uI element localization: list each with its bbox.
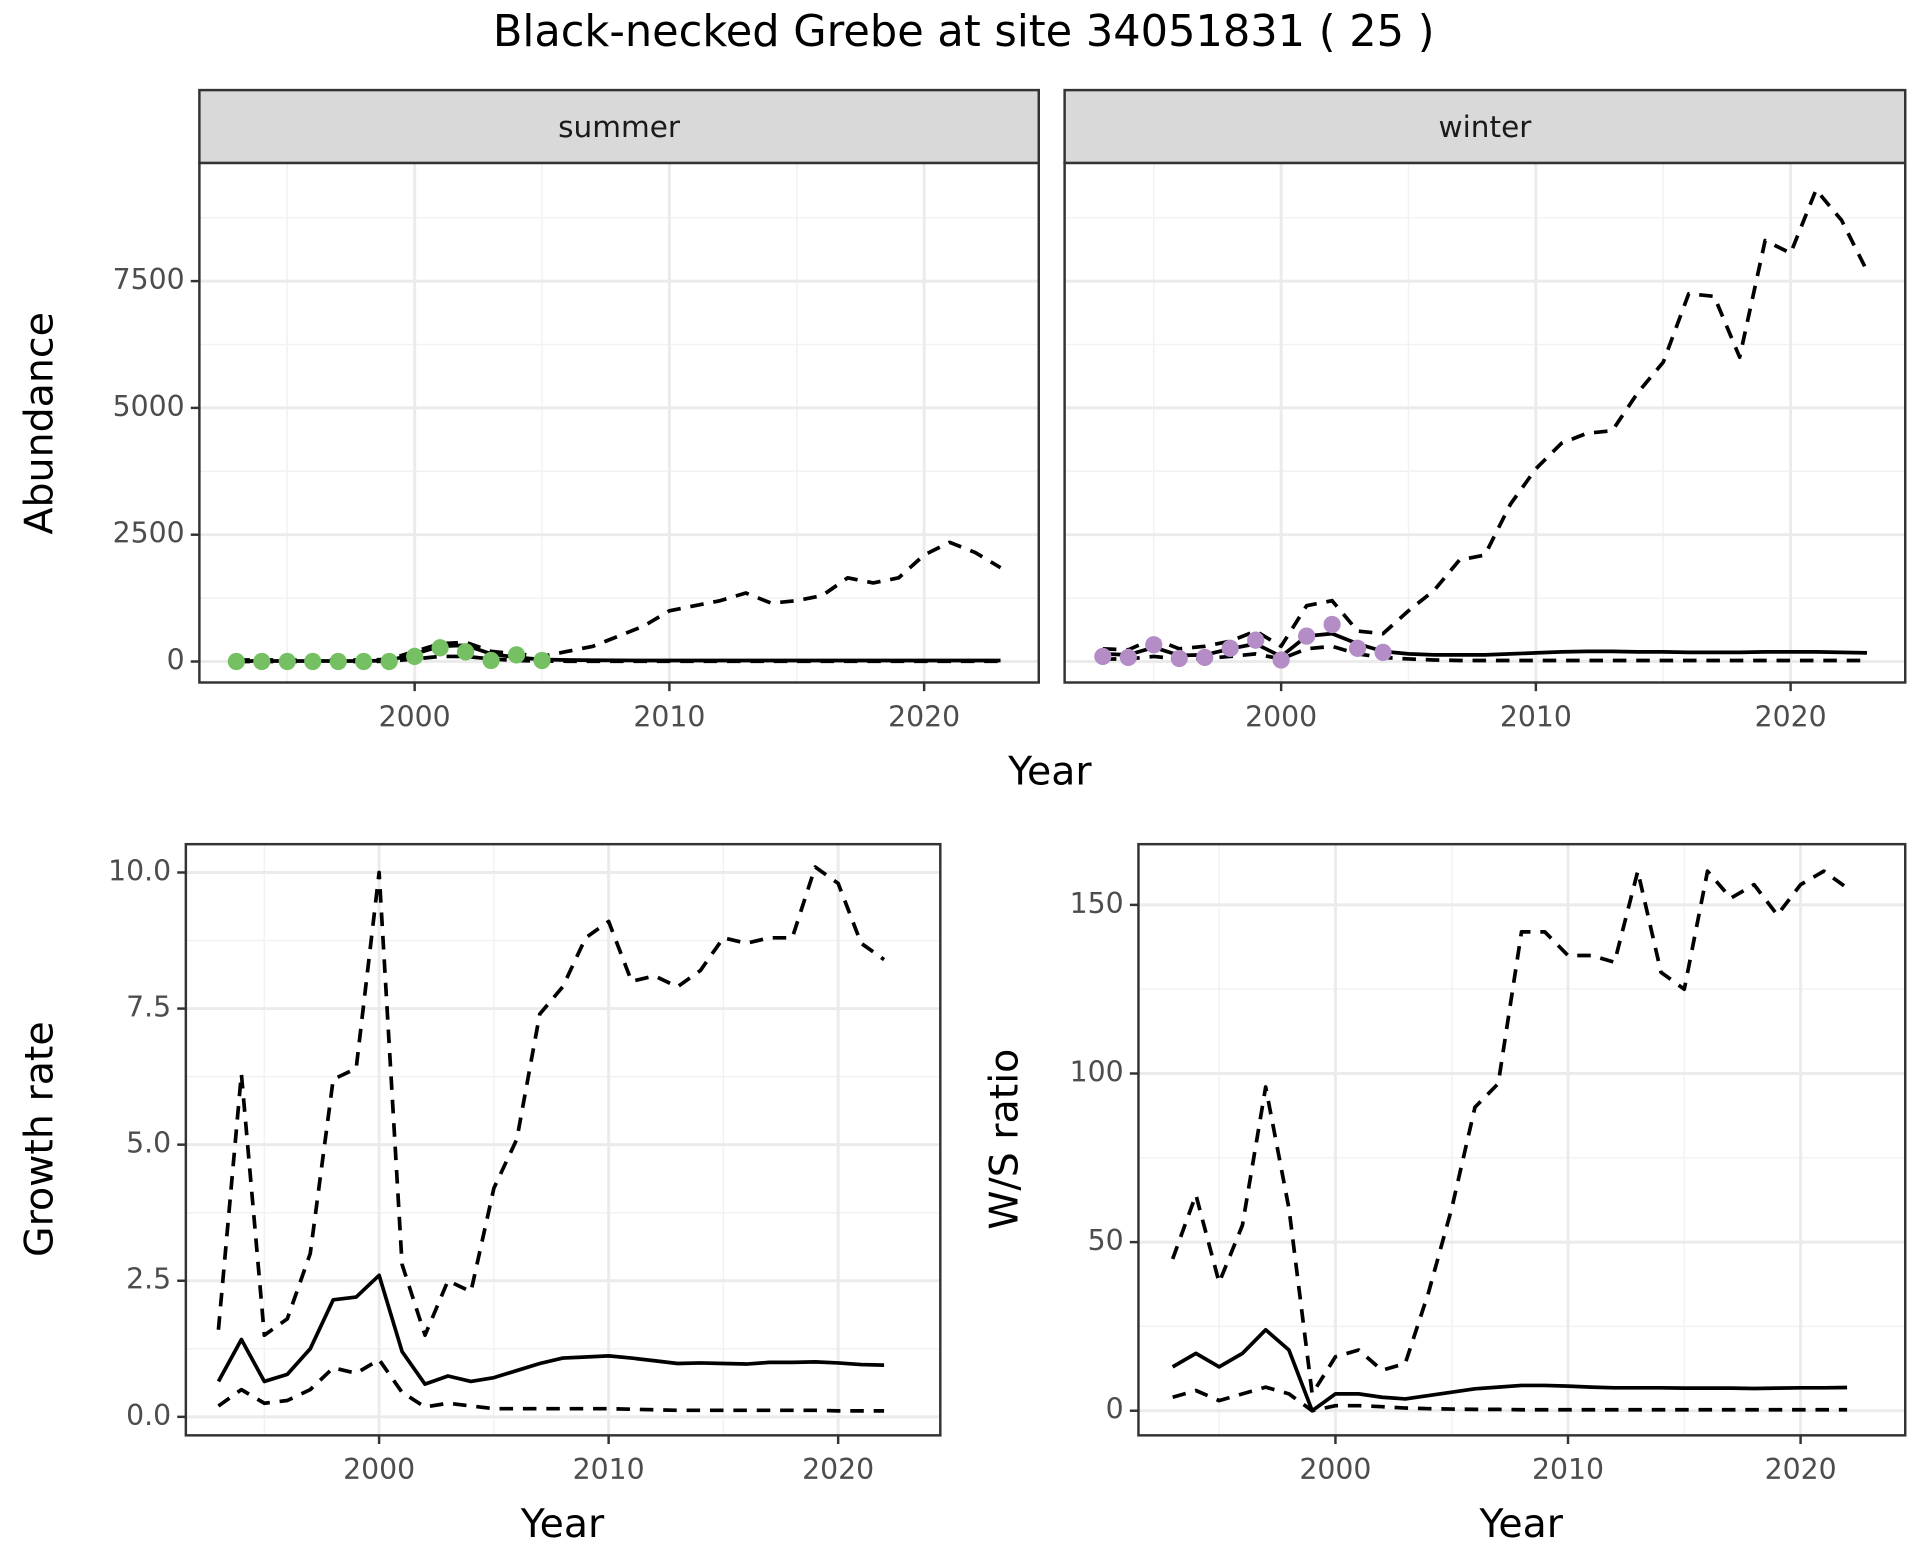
panel-background [199, 162, 1039, 683]
data-point [227, 652, 245, 671]
mean-line [1171, 1327, 1848, 1413]
data-point [1348, 639, 1367, 657]
y-tick-label: 100 [1070, 1055, 1124, 1088]
data-point [1272, 651, 1290, 669]
x-tick-label: 2020 [1765, 1453, 1837, 1486]
y-tick-label: 7.5 [126, 991, 171, 1024]
data-point [1297, 627, 1316, 645]
x-tick-label: 2000 [379, 700, 451, 733]
x-tick-label: 2010 [1500, 700, 1572, 733]
data-point [1119, 648, 1137, 667]
data-point [1196, 648, 1214, 667]
y-tick-label: 5000 [113, 390, 185, 423]
y-tick-label: 150 [1070, 887, 1124, 920]
data-point [482, 651, 500, 670]
data-point [1247, 631, 1265, 649]
x-tick-label: 2020 [802, 1453, 874, 1486]
x-tick-label: 2010 [1532, 1453, 1604, 1486]
data-point [355, 652, 373, 671]
panel-background [185, 844, 941, 1436]
y-tick-label: 2.5 [126, 1263, 171, 1296]
data-point [1145, 636, 1163, 654]
x-tick-label: 2000 [343, 1453, 415, 1486]
data-point [533, 651, 551, 670]
data-point [1170, 649, 1188, 668]
data-point [278, 652, 296, 671]
x-tick-label: 2010 [633, 700, 705, 733]
panel-background [1138, 844, 1906, 1436]
data-point [406, 647, 424, 666]
data-point [380, 652, 398, 671]
y-axis-title: Growth rate [16, 1021, 62, 1257]
data-point [1374, 643, 1392, 662]
x-tick-label: 2020 [1755, 700, 1827, 733]
y-tick-label: 10.0 [108, 854, 171, 887]
y-tick-label: 5.0 [126, 1127, 171, 1160]
y-tick-label: 0.0 [126, 1399, 171, 1432]
panel-background [1064, 162, 1906, 683]
data-point [304, 652, 322, 671]
strip-background [198, 88, 1040, 165]
strip-background [1063, 88, 1907, 165]
y-axis-title: Abundance [16, 312, 62, 534]
y-tick-label: 0 [1106, 1393, 1124, 1426]
panel-border [184, 842, 942, 1437]
x-tick-label: 2000 [1245, 700, 1317, 733]
data-point [1323, 615, 1341, 634]
y-axis-title: W/S ratio [981, 1049, 1027, 1230]
x-tick-label: 2010 [573, 1453, 645, 1486]
strip-label: summer [558, 110, 681, 144]
interval-line [217, 1357, 885, 1413]
y-tick-label: 0 [167, 643, 185, 676]
strip-label: winter [1438, 110, 1532, 144]
panel-border [1137, 842, 1907, 1437]
x-axis-title: Year [520, 1501, 605, 1547]
data-point [1221, 639, 1239, 657]
y-tick-label: 7500 [113, 263, 185, 296]
data-point [431, 639, 449, 657]
data-point [456, 643, 475, 661]
data-point [329, 652, 347, 671]
data-point [507, 646, 526, 664]
x-axis-title: Year [1007, 748, 1092, 794]
y-tick-label: 2500 [113, 517, 185, 550]
y-tick-label: 50 [1088, 1224, 1124, 1257]
data-point [253, 652, 271, 671]
interval-line [1170, 869, 1849, 1396]
figure-title: Black-necked Grebe at site 34051831 ( 25… [493, 7, 1435, 57]
x-tick-label: 2020 [888, 700, 960, 733]
interval-line [1102, 187, 1869, 652]
interval-line [216, 865, 886, 1338]
x-axis-title: Year [1479, 1501, 1564, 1547]
mean-line [216, 1273, 885, 1387]
x-tick-label: 2000 [1299, 1453, 1371, 1486]
interval-line [1172, 1385, 1848, 1413]
data-point [1094, 647, 1112, 666]
